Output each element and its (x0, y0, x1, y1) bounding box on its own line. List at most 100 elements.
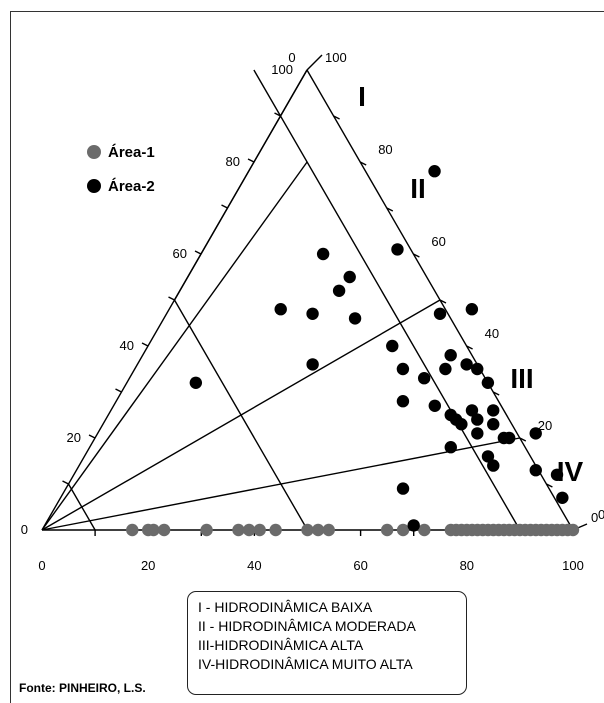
point-area2 (471, 427, 484, 440)
legend-label-area1: Área-1 (108, 144, 155, 161)
point-area1 (301, 523, 314, 537)
point-area2 (417, 372, 431, 385)
point-area2 (529, 464, 542, 477)
tick-label-bottom: 20 (141, 558, 155, 573)
point-area1 (200, 523, 213, 537)
tick-right (546, 483, 553, 488)
tick-label-left: 0 (21, 522, 28, 537)
tick-label-left: 20 (67, 430, 81, 445)
point-area1 (126, 523, 139, 537)
zone-dividers (41, 69, 521, 531)
point-area2 (407, 519, 420, 532)
point-area2 (343, 270, 356, 284)
point-area2 (444, 349, 457, 362)
point-area1 (147, 523, 160, 537)
tick-label-bottom: 80 (460, 558, 474, 573)
point-area2 (306, 358, 319, 371)
tick-left (168, 296, 175, 301)
tick-left (62, 480, 69, 485)
point-area2 (487, 459, 500, 472)
legend-label-area2: Área-2 (108, 178, 155, 195)
tick-label-apex: 0 (288, 50, 295, 65)
tick-label-bottom: 100 (562, 558, 584, 573)
divider-line-7 (67, 483, 96, 531)
chart-frame (10, 11, 604, 703)
tick-left (194, 250, 202, 255)
point-area2 (428, 165, 441, 178)
tick-label-right: 80 (378, 142, 392, 157)
tick-label-right: 40 (485, 326, 499, 341)
zone-label-1: I (358, 81, 366, 112)
tick-label-bottom: 0 (38, 558, 45, 573)
tick-right (413, 253, 420, 258)
zone-legend-item-1: I - HIDRODINÂMICA BAIXA (198, 599, 373, 615)
point-area2 (316, 247, 330, 261)
point-area2 (396, 362, 410, 376)
tick-left (141, 342, 149, 347)
divider-line-4 (173, 299, 309, 531)
point-area2 (556, 491, 569, 504)
point-area1 (322, 523, 335, 537)
tick-right (466, 345, 473, 350)
tick-label-right: 60 (431, 234, 445, 249)
zone-legend-item-2: II - HIDRODINÂMICA MODERADA (198, 618, 416, 634)
point-area2 (460, 358, 473, 371)
point-area2 (189, 376, 203, 389)
point-area2 (332, 284, 346, 297)
axis-ticks (62, 54, 588, 536)
tick-label-right: 100 (325, 50, 347, 65)
zone-label-3: III (510, 363, 533, 394)
point-area2 (348, 312, 362, 325)
point-area1 (232, 523, 245, 537)
tick-label-left: 40 (120, 338, 134, 353)
tick-left (115, 388, 122, 393)
tick-label-bottom: 40 (247, 558, 261, 573)
point-area2 (487, 404, 500, 417)
point-area2 (444, 441, 457, 454)
point-area2 (386, 339, 399, 353)
point-area1 (380, 523, 394, 537)
point-area2 (481, 450, 495, 463)
zone-legend-box: I - HIDRODINÂMICA BAIXA II - HIDRODINÂMI… (187, 591, 467, 695)
point-area2 (391, 243, 404, 256)
point-area2 (465, 404, 479, 417)
point-area2 (487, 418, 500, 431)
tick-right (439, 299, 447, 304)
apex-tick (306, 54, 323, 71)
point-area2 (550, 468, 564, 481)
zone-label-4: IV (557, 456, 584, 487)
tick-right (386, 207, 394, 212)
tick-right (359, 161, 367, 166)
point-area1 (311, 523, 325, 537)
point-area1 (253, 523, 266, 537)
point-area2 (497, 431, 511, 445)
point-area2 (481, 376, 495, 389)
tick-label-left: 100 (271, 62, 293, 77)
point-area2 (439, 362, 452, 376)
tick-right (333, 115, 340, 120)
divider-line-6 (253, 69, 521, 531)
zone-legend-item-3: III-HIDRODINÂMICA ALTA (198, 637, 364, 653)
point-area1 (269, 523, 282, 537)
point-area1 (418, 523, 431, 537)
point-area2 (396, 395, 410, 408)
point-area1 (242, 523, 256, 537)
point-area2 (455, 418, 468, 431)
zone-label-2: II (410, 173, 426, 204)
point-area2 (274, 303, 287, 316)
tick-left (274, 112, 281, 117)
point-area1 (396, 523, 410, 537)
point-area2 (465, 303, 479, 316)
legend-marker-area1 (87, 145, 101, 159)
tick-label-right: 20 (538, 418, 552, 433)
point-area2 (471, 362, 484, 376)
point-area2 (471, 413, 484, 426)
data-points (126, 165, 580, 537)
point-area2 (428, 399, 442, 412)
point-area2 (396, 482, 410, 495)
point-area1 (157, 523, 171, 537)
tick-label-right: 0 (591, 510, 598, 525)
zone-legend-item-4: IV-HIDRODINÂMICA MUITO ALTA (198, 656, 413, 672)
